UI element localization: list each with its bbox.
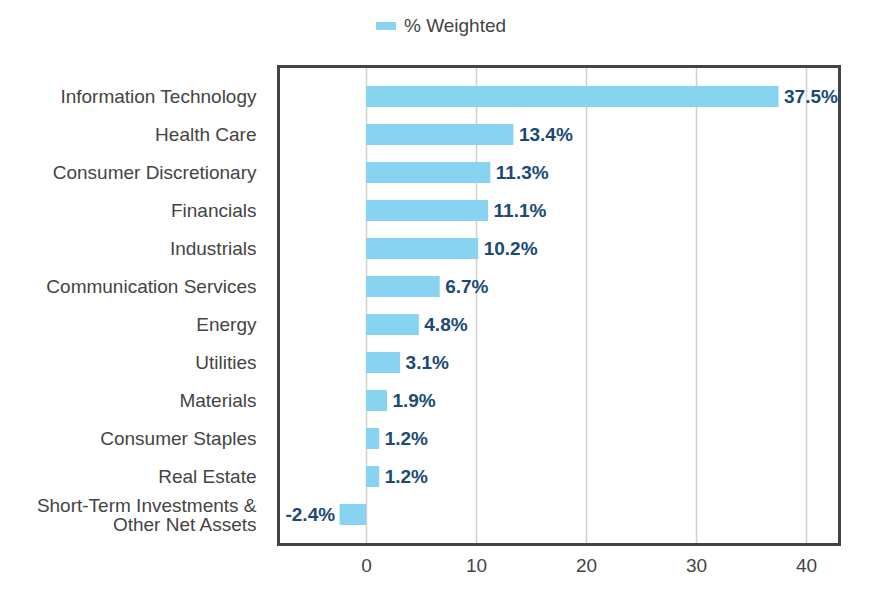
svg-text:11.3%: 11.3% [496, 162, 549, 183]
svg-text:Financials: Financials [171, 200, 257, 221]
svg-text:30: 30 [686, 555, 707, 576]
svg-text:3.1%: 3.1% [406, 352, 449, 373]
html-text:% Weighted: % Weighted [404, 15, 507, 36]
svg-text:20: 20 [576, 555, 597, 576]
svg-text:0: 0 [361, 555, 372, 576]
svg-text:37.5%: 37.5% [784, 86, 838, 107]
svg-text:Industrials: Industrials [170, 238, 257, 259]
svg-text:Consumer Staples: Consumer Staples [100, 428, 256, 449]
svg-text:40: 40 [796, 555, 817, 576]
svg-text:Real Estate: Real Estate [158, 466, 256, 487]
svg-text:4.8%: 4.8% [424, 314, 467, 335]
svg-text:10.2%: 10.2% [484, 238, 538, 259]
svg-text:Short-Term Investments &Other: Short-Term Investments &Other Net Assets [37, 495, 257, 535]
svg-text:Communication Services: Communication Services [46, 276, 256, 297]
svg-text:1.2%: 1.2% [385, 428, 428, 449]
svg-text:Information Technology: Information Technology [60, 86, 257, 107]
svg-text:Energy: Energy [196, 314, 257, 335]
svg-text:11.1%: 11.1% [494, 200, 547, 221]
svg-text:13.4%: 13.4% [519, 124, 573, 145]
svg-text:Materials: Materials [179, 390, 256, 411]
svg-text:1.2%: 1.2% [385, 466, 428, 487]
svg-text:Health Care: Health Care [155, 124, 256, 145]
svg-text:-2.4%: -2.4% [285, 504, 335, 525]
svg-text:1.9%: 1.9% [392, 390, 435, 411]
svg-text:Utilities: Utilities [195, 352, 256, 373]
svg-text:10: 10 [466, 555, 487, 576]
svg-text:6.7%: 6.7% [445, 276, 488, 297]
svg-text:Consumer Discretionary: Consumer Discretionary [53, 162, 257, 183]
